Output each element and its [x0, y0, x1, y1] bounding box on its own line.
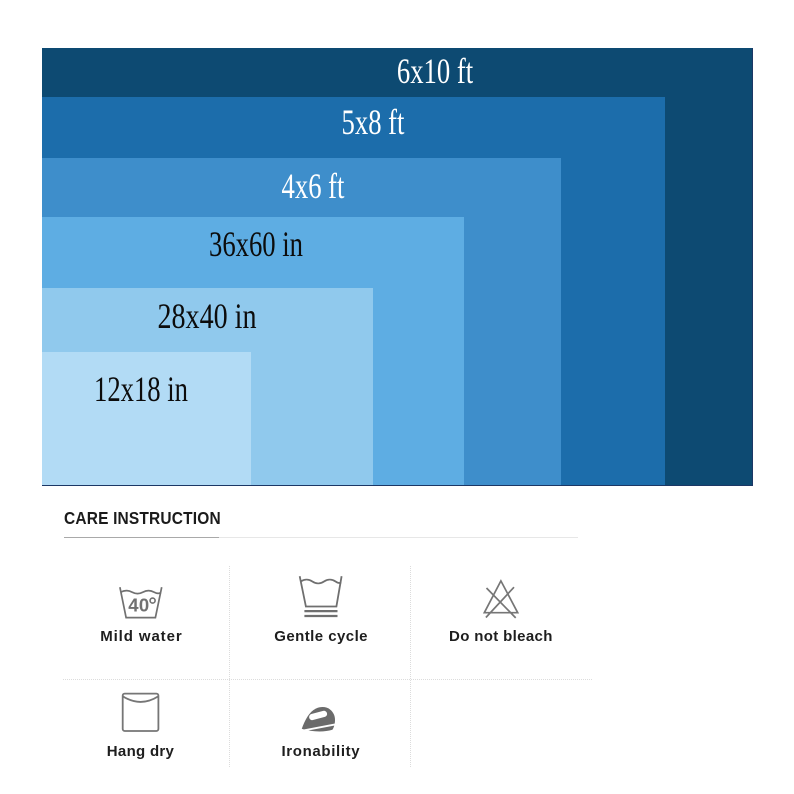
svg-text:40: 40	[128, 594, 149, 615]
